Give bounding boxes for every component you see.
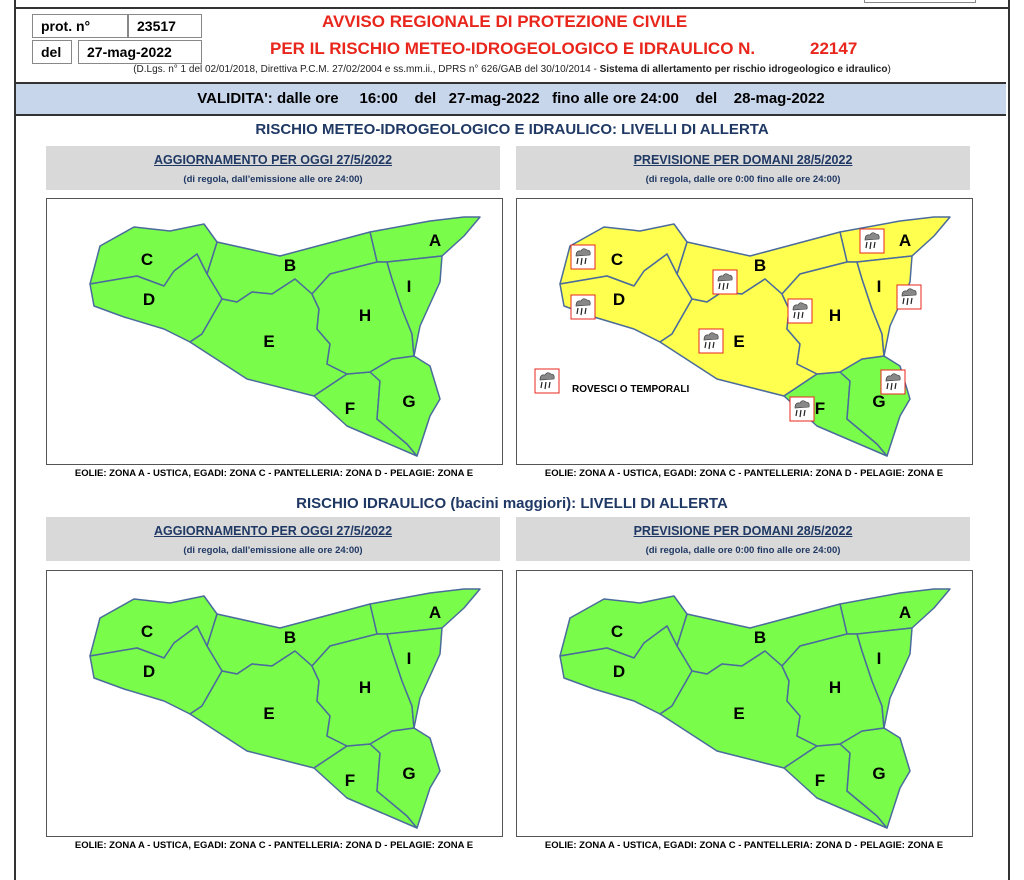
top-rule (14, 7, 1008, 9)
logo-box (864, 0, 976, 3)
zone-label: E (263, 704, 274, 723)
storm-icon (570, 294, 596, 320)
alert-map: A B C D E F G H I (46, 198, 503, 465)
zone-i[interactable] (386, 255, 443, 357)
bulletin-number: 22147 (810, 39, 858, 58)
zone-label: A (899, 603, 911, 622)
zone-label: E (733, 704, 744, 723)
storm-icon (787, 298, 813, 324)
sicily-map: A B C D E F G H I ROVESCI O TEMPORALI (534, 216, 951, 457)
zone-label: G (402, 392, 415, 411)
zone-label: C (611, 250, 623, 269)
panel-subheading: (di regola, dalle ore 0:00 fino alle ore… (645, 174, 841, 185)
section-title-meteo: RISCHIO METEO-IDROGEOLOGICO E IDRAULICO:… (255, 121, 769, 138)
zone-label: C (141, 250, 153, 269)
panel-header: AGGIORNAMENTO PER OGGI 27/5/2022 (di rego… (46, 517, 500, 561)
zone-label: D (613, 662, 625, 681)
storm-icon (880, 369, 906, 395)
panel-subheading: (di regola, dall'emissione alle ore 24:0… (183, 545, 363, 556)
zone-caption: EOLIE: ZONA A - USTICA, EGADI: ZONA C - … (74, 468, 474, 479)
title-line2: PER IL RISCHIO METEO-IDROGEOLOGICO E IDR… (270, 39, 756, 58)
panel-header: PREVISIONE PER DOMANI 28/5/2022 (di regol… (516, 146, 970, 190)
zone-a[interactable] (369, 216, 481, 263)
storm-icon (896, 284, 922, 310)
storm-icon (712, 269, 738, 295)
zone-label: D (613, 290, 625, 309)
zone-label: F (815, 399, 825, 418)
del-label: del (32, 40, 72, 64)
zone-label: F (345, 771, 355, 790)
zone-label: A (899, 231, 911, 250)
zone-caption: EOLIE: ZONA A - USTICA, EGADI: ZONA C - … (544, 468, 944, 479)
zone-label: D (143, 290, 155, 309)
legal-bold: Sistema di allertamento per rischio idro… (599, 64, 888, 75)
panel-subheading: (di regola, dall'emissione alle ore 24:0… (183, 174, 363, 185)
panel-subheading: (di regola, dalle ore 0:00 fino alle ore… (645, 545, 841, 556)
sicily-map: A B C D E F G H I (89, 216, 481, 457)
zone-label: F (345, 399, 355, 418)
zone-label: C (611, 622, 623, 641)
zone-a[interactable] (839, 216, 951, 263)
title-line1: AVVISO REGIONALE DI PROTEZIONE CIVILE (322, 12, 688, 31)
zone-i[interactable] (856, 627, 913, 729)
legal-text: (D.Lgs. n° 1 del 02/01/2018, Direttiva P… (133, 64, 600, 75)
prot-label: prot. n° (32, 14, 128, 38)
legend-label: ROVESCI O TEMPORALI (572, 384, 689, 395)
alert-map: A B C D E F G H I (516, 570, 973, 837)
sicily-map: A B C D E F G H I (89, 588, 481, 829)
storm-icon (534, 368, 560, 394)
zone-label: D (143, 662, 155, 681)
del-value: 27-mag-2022 (78, 40, 202, 64)
zone-label: A (429, 231, 441, 250)
document-frame (14, 0, 1010, 880)
panel-header: AGGIORNAMENTO PER OGGI 27/5/2022 (di rego… (46, 146, 500, 190)
zone-label: H (829, 678, 841, 697)
zone-label: G (872, 392, 885, 411)
storm-icon (698, 328, 724, 354)
zone-label: B (284, 256, 296, 275)
validity-bar: VALIDITA': dalle ore 16:00 del 27-mag-20… (16, 82, 1006, 116)
zone-label: E (263, 332, 274, 351)
prot-value: 23517 (128, 14, 202, 38)
zone-caption: EOLIE: ZONA A - USTICA, EGADI: ZONA C - … (544, 840, 944, 851)
zone-label: E (733, 332, 744, 351)
sicily-map: A B C D E F G H I (559, 588, 951, 829)
zone-label: B (754, 628, 766, 647)
panel-heading: PREVISIONE PER DOMANI 28/5/2022 (633, 153, 853, 167)
zone-label: B (284, 628, 296, 647)
storm-icon (570, 244, 596, 270)
storm-icon (789, 396, 815, 422)
zone-label: F (815, 771, 825, 790)
panel-heading: PREVISIONE PER DOMANI 28/5/2022 (633, 524, 853, 538)
zone-label: I (877, 277, 882, 296)
zone-label: G (402, 764, 415, 783)
zone-label: H (359, 306, 371, 325)
zone-label: H (829, 306, 841, 325)
zone-i[interactable] (386, 627, 443, 729)
zone-caption: EOLIE: ZONA A - USTICA, EGADI: ZONA C - … (74, 840, 474, 851)
zone-a[interactable] (369, 588, 481, 635)
alert-map: A B C D E F G H I (46, 570, 503, 837)
section-title-idraulico: RISCHIO IDRAULICO (bacini maggiori): LIV… (296, 495, 728, 512)
zone-i[interactable] (856, 255, 913, 357)
zone-label: H (359, 678, 371, 697)
panel-heading: AGGIORNAMENTO PER OGGI 27/5/2022 (153, 153, 393, 167)
zone-label: I (877, 649, 882, 668)
panel-header: PREVISIONE PER DOMANI 28/5/2022 (di regol… (516, 517, 970, 561)
zone-label: B (754, 256, 766, 275)
zone-label: I (407, 649, 412, 668)
legal-end: ) (887, 64, 891, 75)
zone-label: A (429, 603, 441, 622)
zone-label: I (407, 277, 412, 296)
panel-heading: AGGIORNAMENTO PER OGGI 27/5/2022 (153, 524, 393, 538)
alert-map: A B C D E F G H I ROVESCI O TEMPORALI (516, 198, 973, 465)
storm-icon (859, 228, 885, 254)
zone-a[interactable] (839, 588, 951, 635)
zone-label: C (141, 622, 153, 641)
zone-label: G (872, 764, 885, 783)
legal-reference: (D.Lgs. n° 1 del 02/01/2018, Direttiva P… (0, 64, 1024, 75)
